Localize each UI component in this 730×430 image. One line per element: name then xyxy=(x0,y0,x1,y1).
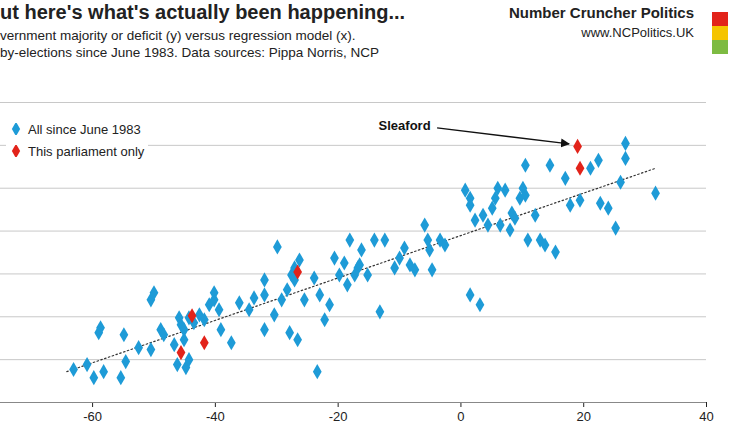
svg-text:-20: -20 xyxy=(329,409,348,424)
svg-text:40: 40 xyxy=(699,409,713,424)
html-text:by-elections since June 1983.: by-elections since June 1983. Data sourc… xyxy=(0,45,379,60)
html-text:ut here's what's actually been: ut here's what's actually been happening… xyxy=(0,1,406,23)
svg-text:-40: -40 xyxy=(206,409,225,424)
html-text:All since June 1983: All since June 1983 xyxy=(28,121,141,137)
svg-text:-60: -60 xyxy=(83,409,102,424)
svg-text:Sleaford: Sleaford xyxy=(379,118,431,133)
html-text:vernment majority or deficit (: vernment majority or deficit (y) versus … xyxy=(0,28,356,43)
svg-text:0: 0 xyxy=(457,409,464,424)
html-text:www.NCPolitics.UK: www.NCPolitics.UK xyxy=(581,25,694,40)
html-text:This parliament only: This parliament only xyxy=(28,143,145,159)
html-text:Number Cruncher Politics: Number Cruncher Politics xyxy=(509,4,694,21)
svg-text:20: 20 xyxy=(576,409,590,424)
